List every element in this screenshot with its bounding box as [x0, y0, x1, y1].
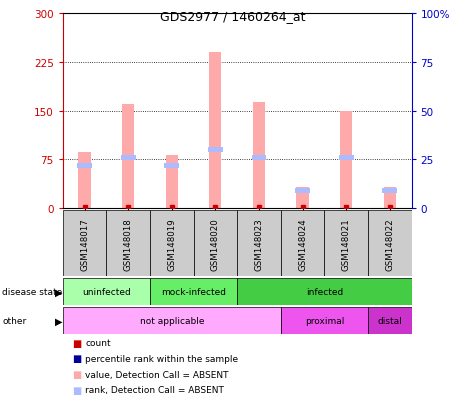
Bar: [368, 211, 412, 277]
Bar: [252, 156, 266, 160]
Text: uninfected: uninfected: [82, 288, 131, 297]
Bar: [63, 211, 106, 277]
Bar: [281, 308, 368, 335]
Text: ■: ■: [72, 354, 81, 363]
Bar: [281, 211, 324, 277]
Bar: [339, 156, 353, 160]
Bar: [150, 211, 193, 277]
Text: GSM148020: GSM148020: [211, 217, 220, 270]
Text: rank, Detection Call = ABSENT: rank, Detection Call = ABSENT: [85, 385, 224, 394]
Bar: [106, 211, 150, 277]
Bar: [209, 53, 221, 209]
Text: disease state: disease state: [2, 288, 63, 297]
Bar: [384, 188, 396, 209]
Text: count: count: [85, 338, 111, 347]
Bar: [166, 156, 178, 209]
Bar: [63, 279, 150, 306]
Text: ■: ■: [72, 369, 81, 379]
Bar: [63, 308, 281, 335]
Bar: [193, 211, 237, 277]
Text: GSM148021: GSM148021: [342, 217, 351, 270]
Text: GSM148022: GSM148022: [385, 217, 394, 270]
Text: proximal: proximal: [305, 317, 344, 325]
Bar: [340, 112, 352, 209]
Bar: [208, 148, 223, 152]
Text: ▶: ▶: [55, 287, 62, 297]
Text: other: other: [2, 317, 27, 325]
Bar: [121, 156, 136, 160]
Bar: [237, 211, 281, 277]
Bar: [368, 308, 412, 335]
Bar: [253, 103, 265, 209]
Bar: [79, 152, 91, 209]
Bar: [122, 105, 134, 209]
Text: GSM148024: GSM148024: [298, 217, 307, 270]
Bar: [382, 189, 397, 193]
Text: mock-infected: mock-infected: [161, 288, 226, 297]
Text: GSM148017: GSM148017: [80, 217, 89, 270]
Text: GSM148019: GSM148019: [167, 217, 176, 270]
Bar: [237, 279, 412, 306]
Bar: [150, 279, 237, 306]
Text: GSM148018: GSM148018: [124, 217, 133, 270]
Text: GSM148023: GSM148023: [254, 217, 264, 270]
Text: distal: distal: [378, 317, 402, 325]
Bar: [324, 211, 368, 277]
Text: ■: ■: [72, 385, 81, 395]
Bar: [164, 164, 179, 168]
Text: GDS2977 / 1460264_at: GDS2977 / 1460264_at: [160, 10, 305, 23]
Bar: [295, 189, 310, 193]
Text: ▶: ▶: [55, 316, 62, 326]
Text: percentile rank within the sample: percentile rank within the sample: [85, 354, 238, 363]
Bar: [77, 164, 92, 168]
Text: value, Detection Call = ABSENT: value, Detection Call = ABSENT: [85, 370, 229, 379]
Bar: [296, 188, 309, 209]
Text: not applicable: not applicable: [140, 317, 204, 325]
Text: infected: infected: [306, 288, 343, 297]
Text: ■: ■: [72, 338, 81, 348]
